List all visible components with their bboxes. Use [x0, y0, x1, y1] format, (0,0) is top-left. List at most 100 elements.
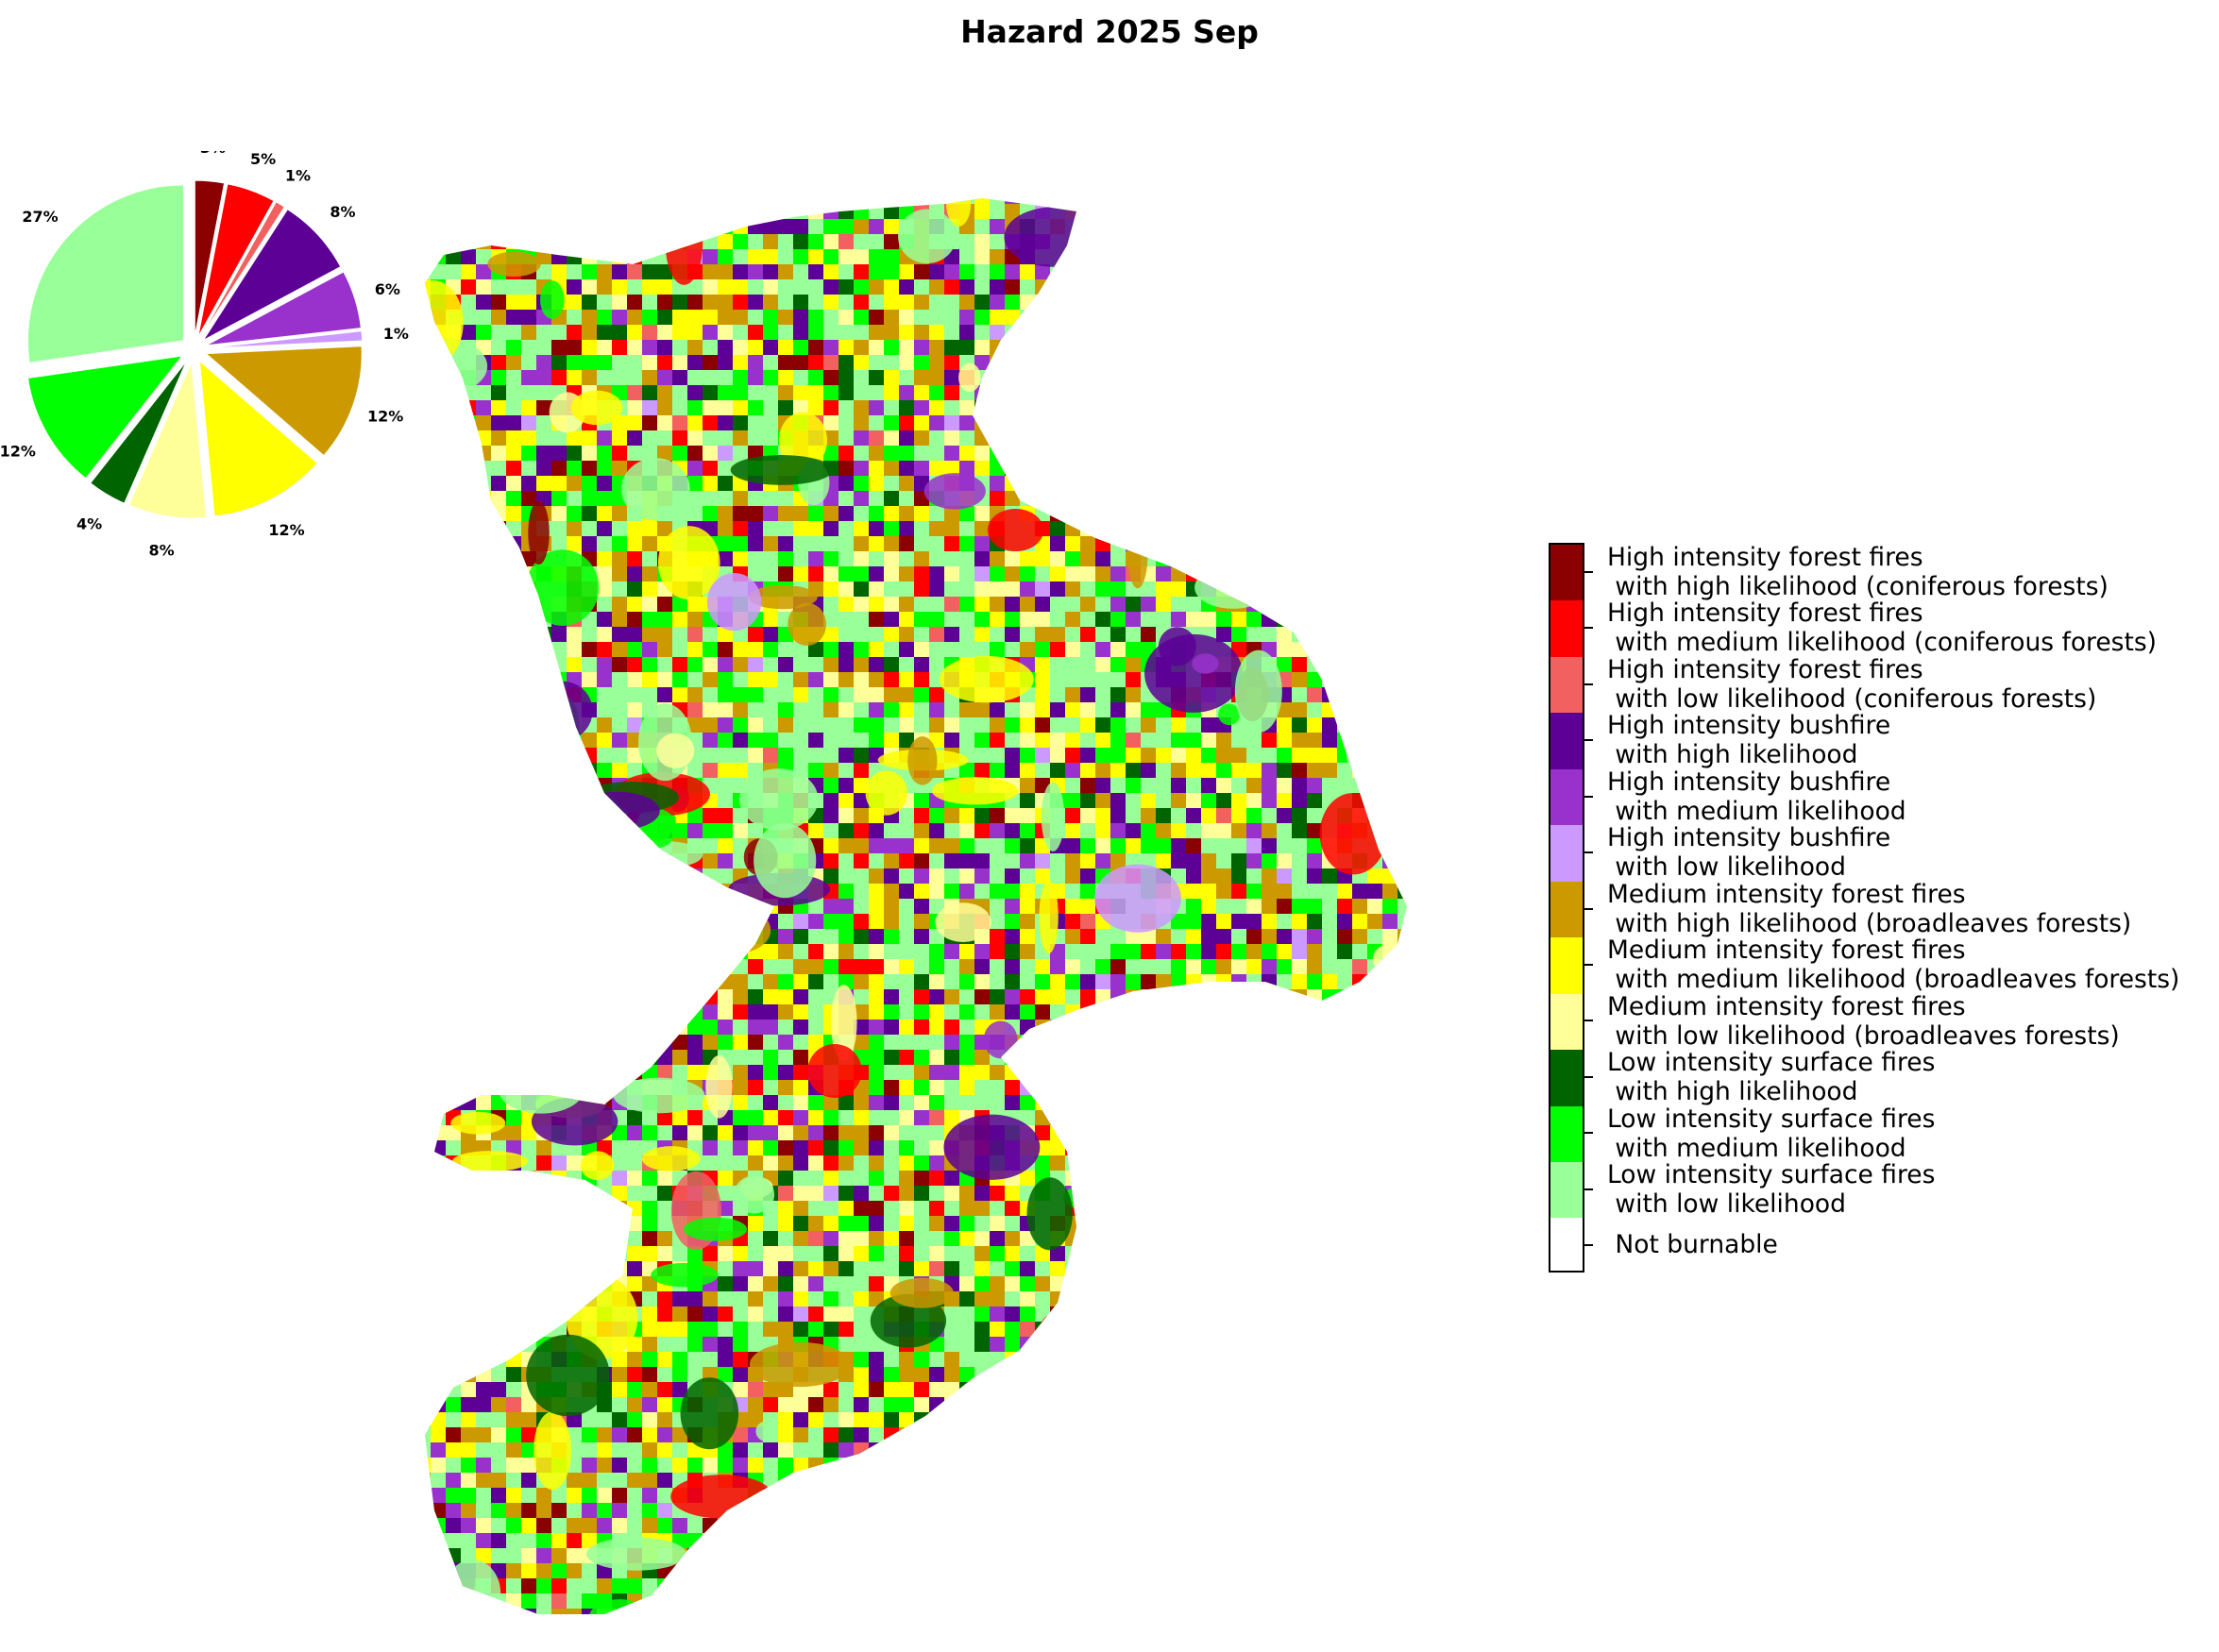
map-cell — [1277, 370, 1293, 386]
map-cell — [944, 506, 960, 522]
map-cell — [446, 733, 462, 749]
map-cell — [823, 198, 839, 205]
map-cell — [869, 612, 885, 628]
map-cell — [1307, 521, 1323, 537]
map-cell — [1428, 234, 1444, 250]
map-cell — [703, 461, 719, 477]
map-cell — [627, 1231, 643, 1247]
map-cell — [1080, 687, 1096, 703]
map-cell — [1171, 914, 1187, 930]
map-cell — [1141, 1246, 1157, 1262]
map-cell — [461, 1186, 477, 1202]
map-cell — [521, 1261, 537, 1277]
map-cell — [536, 793, 552, 809]
map-cell — [1020, 868, 1036, 885]
map-cell — [1050, 733, 1066, 749]
map-cell — [446, 1276, 462, 1292]
map-cell — [748, 974, 764, 990]
map-cell — [1216, 295, 1232, 311]
map-cell — [1065, 1261, 1081, 1277]
map-cell — [1428, 717, 1444, 733]
map-cell — [1141, 310, 1157, 326]
map-cell — [597, 325, 613, 341]
map-cell — [1262, 627, 1278, 643]
map-cell — [1277, 929, 1293, 945]
map-cell — [1110, 1065, 1126, 1081]
map-cell — [536, 672, 552, 688]
map-cell — [959, 340, 975, 356]
map-cell — [763, 1261, 779, 1277]
map-cell — [446, 868, 462, 885]
map-cell — [1095, 853, 1111, 869]
map-cell — [1171, 763, 1187, 779]
map-cell — [1095, 1065, 1111, 1081]
map-cell — [1110, 959, 1126, 975]
map-cell — [1413, 204, 1429, 220]
map-cell — [869, 446, 885, 462]
map-cell — [551, 944, 567, 960]
map-cell — [1322, 355, 1338, 371]
map-cell — [1110, 823, 1126, 839]
map-cell — [869, 461, 885, 477]
map-cell — [1382, 612, 1398, 628]
map-cell — [748, 370, 764, 386]
map-cell — [425, 1276, 432, 1292]
map-cell — [1186, 355, 1202, 371]
map-cell — [1126, 385, 1142, 401]
map-cell — [854, 733, 870, 749]
map-cell — [1201, 733, 1217, 749]
map-cell — [506, 899, 522, 915]
map-cell — [491, 717, 507, 733]
map-cell — [793, 385, 809, 401]
map-cell — [974, 219, 991, 235]
map-cell — [1156, 1246, 1172, 1262]
map-cell — [914, 264, 930, 280]
map-cell — [1352, 944, 1368, 960]
map-cell — [1292, 446, 1308, 462]
map-cell — [748, 400, 764, 416]
map-cell — [1035, 491, 1051, 507]
map-cell — [763, 491, 779, 507]
map-cell — [944, 279, 960, 295]
map-cell — [1216, 868, 1232, 885]
map-cell — [974, 461, 991, 477]
map-cell — [1171, 491, 1187, 507]
map-cell — [718, 310, 734, 326]
map-cell — [1126, 733, 1142, 749]
map-cell — [657, 1065, 673, 1081]
map-cell — [551, 1186, 567, 1202]
map-cell — [612, 264, 628, 280]
map-cell — [1413, 582, 1429, 598]
map-cell — [567, 793, 583, 809]
map-cell — [506, 1125, 522, 1141]
map-cell — [1231, 219, 1247, 235]
map-cell — [1201, 1065, 1217, 1081]
map-cell — [990, 763, 1006, 779]
map-cell — [1171, 521, 1187, 537]
map-cell — [627, 430, 643, 447]
hazard-map — [425, 198, 1444, 1614]
map-cell — [1065, 1155, 1081, 1172]
map-cell — [491, 582, 507, 598]
map-cell — [1307, 1155, 1323, 1172]
map-cell — [567, 853, 583, 869]
map-cell — [854, 1231, 870, 1247]
map-cell — [1277, 1201, 1293, 1217]
map-cell — [506, 1065, 522, 1081]
map-cell — [1126, 430, 1142, 447]
map-cell — [1367, 1186, 1383, 1202]
map-cell — [1337, 702, 1353, 718]
map-cell — [974, 1050, 991, 1066]
map-cell — [597, 476, 613, 492]
map-cell — [823, 1216, 839, 1232]
map-cell — [425, 566, 432, 582]
map-cell — [869, 234, 885, 250]
map-cell — [1246, 521, 1262, 537]
map-cell — [944, 295, 960, 311]
map-cell — [1367, 446, 1383, 462]
map-cell — [431, 733, 447, 749]
map-cell — [425, 974, 432, 990]
map-cell — [823, 748, 839, 764]
map-cell — [1156, 974, 1172, 990]
map-cell — [657, 612, 673, 628]
